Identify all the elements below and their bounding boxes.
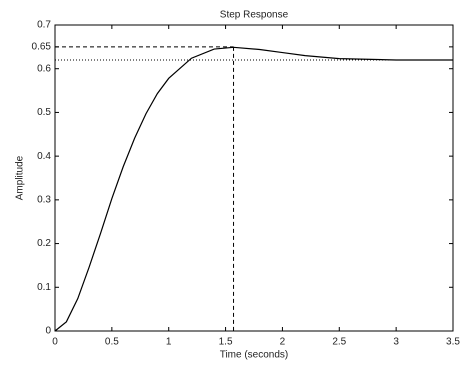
y-tick-label: 0.6 xyxy=(37,63,51,74)
response-line xyxy=(54,46,453,332)
x-tick-label: 2 xyxy=(280,337,286,348)
y-tick-label: 0.7 xyxy=(37,20,51,31)
axes-box xyxy=(54,24,454,332)
y-tick-label: 0.65 xyxy=(32,41,52,52)
y-tick-label: 0.4 xyxy=(37,151,51,162)
x-tick-label: 0.5 xyxy=(105,337,119,348)
x-axis-label: Time (seconds) xyxy=(220,350,289,361)
x-tick-label: 3.5 xyxy=(446,337,460,348)
y-tick-label: 0 xyxy=(45,326,51,337)
y-tick-label: 0.3 xyxy=(37,194,51,205)
y-tick-label: 0.2 xyxy=(37,238,51,249)
y-tick-label: 0.5 xyxy=(37,107,51,118)
chart-title: Step Response xyxy=(220,10,289,21)
x-tick-label: 3 xyxy=(393,337,399,348)
x-tick-label: 1 xyxy=(166,337,172,348)
y-tick-label: 0.1 xyxy=(37,282,51,293)
y-axis-label: Amplitude xyxy=(15,155,26,200)
x-tick-label: 0 xyxy=(52,337,58,348)
x-tick-label: 2.5 xyxy=(332,337,346,348)
x-tick-label: 1.5 xyxy=(219,337,233,348)
